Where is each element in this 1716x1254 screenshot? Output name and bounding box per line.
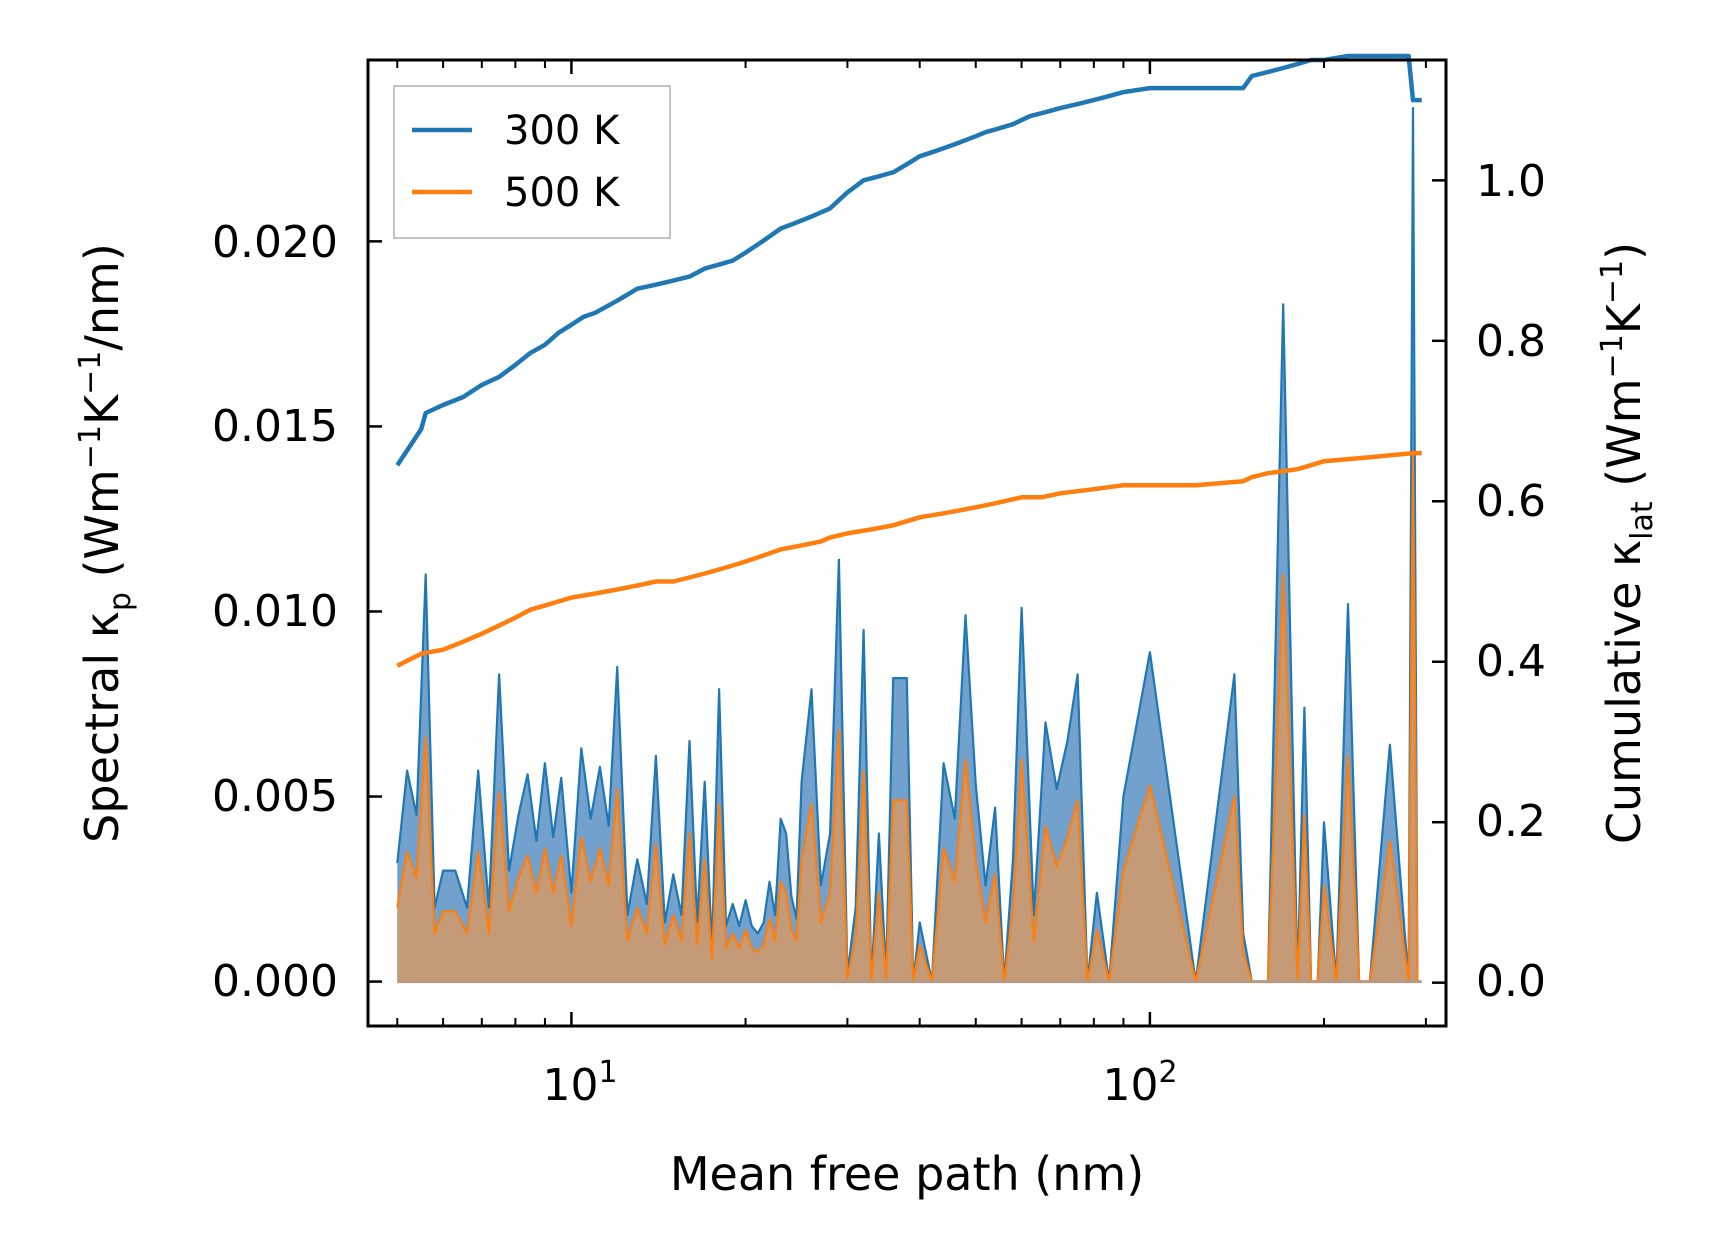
cumulative-line-500k xyxy=(396,450,1422,668)
y-left-axis-title: Spectral κp (Wm−1K−1/nm) xyxy=(73,243,138,843)
legend: 300 K 500 K xyxy=(393,85,671,239)
plot-frame xyxy=(366,58,1448,1028)
y-left-tick-label-0: 0.000 xyxy=(212,956,338,1007)
cumulative-line-300k xyxy=(395,53,1422,467)
spectral-line-300k xyxy=(396,107,1419,983)
y-right-tick-label-2: 0.4 xyxy=(1476,636,1546,687)
y-right-tick-label-1: 0.2 xyxy=(1476,796,1546,847)
legend-label-300k: 300 K xyxy=(504,108,621,154)
spectral-area-500k xyxy=(397,456,1418,982)
y-right-tick-label-0: 0.0 xyxy=(1476,956,1546,1007)
spectral-line-500k xyxy=(396,454,1419,983)
x-axis-title: Mean free path (nm) xyxy=(670,1147,1144,1201)
x-tick-label-10: 101 xyxy=(542,1055,617,1111)
ticks xyxy=(368,60,1446,1026)
legend-label-500k: 500 K xyxy=(504,170,621,216)
y-left-tick-label-1: 0.005 xyxy=(212,771,338,822)
y-right-tick-label-5: 1.0 xyxy=(1476,156,1546,207)
plot-marks xyxy=(395,53,1422,984)
y-right-tick-label-3: 0.6 xyxy=(1476,476,1546,527)
x-tick-label-100: 102 xyxy=(1102,1055,1177,1111)
y-left-tick-label-4: 0.020 xyxy=(212,217,338,268)
y-right-tick-label-4: 0.8 xyxy=(1476,316,1546,367)
y-right-axis-title: Cumulative κlat (Wm−1K−1) xyxy=(1595,242,1660,844)
y-left-tick-label-2: 0.010 xyxy=(212,586,338,637)
spectral-area-300k xyxy=(397,108,1418,982)
y-left-tick-label-3: 0.015 xyxy=(212,401,338,452)
legend-box xyxy=(393,85,671,239)
